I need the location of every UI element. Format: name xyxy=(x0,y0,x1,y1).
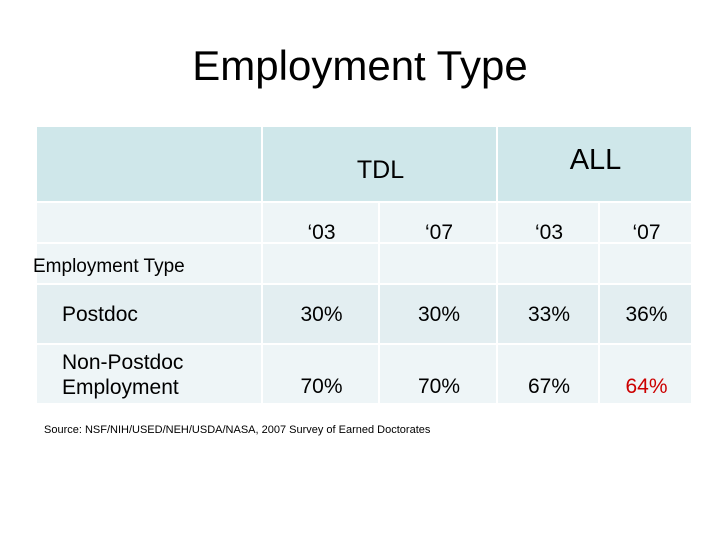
table-cell-bg xyxy=(600,203,693,244)
table-cell-bg xyxy=(498,285,600,345)
group-header: TDL xyxy=(356,155,405,184)
table-cell: 70% xyxy=(417,375,461,398)
column-header: ‘03 xyxy=(534,220,564,244)
source-note: Source: NSF/NIH/USED/NEH/USDA/NASA, 2007… xyxy=(44,424,431,436)
section-label: Employment Type xyxy=(33,256,185,277)
table-cell-bg xyxy=(498,127,693,203)
table-cell-bg xyxy=(263,285,380,345)
group-header: ALL xyxy=(569,143,622,176)
table-cell: 36% xyxy=(625,303,668,326)
table-cell-bg xyxy=(380,345,498,405)
table-cell: 33% xyxy=(527,303,571,326)
table-cell-bg xyxy=(37,127,263,203)
table-cell-bg xyxy=(600,345,693,405)
table-cell-bg xyxy=(380,285,498,345)
row-label: Postdoc xyxy=(62,303,138,327)
table-cell-bg xyxy=(37,203,263,244)
column-header: ‘07 xyxy=(632,220,661,244)
table-cell-bg xyxy=(498,203,600,244)
table-cell: 30% xyxy=(300,303,343,326)
column-header: ‘03 xyxy=(307,220,336,244)
table-cell-bg xyxy=(498,345,600,405)
slide-title: Employment Type xyxy=(192,42,528,89)
table-cell-bg xyxy=(263,244,380,285)
table-cell-bg xyxy=(380,244,498,285)
column-header: ‘07 xyxy=(424,220,454,244)
table-cell-bg xyxy=(263,127,498,203)
table-cell-bg xyxy=(600,285,693,345)
table-cell-bg xyxy=(37,244,263,285)
table-cell-bg xyxy=(37,345,263,405)
table-cell-bg xyxy=(37,285,263,345)
table-cell: 67% xyxy=(527,375,571,398)
table-cell: 64% xyxy=(625,375,668,398)
table-cell: 70% xyxy=(300,375,343,398)
table-cell-bg xyxy=(263,345,380,405)
table-cell-bg xyxy=(263,203,380,244)
table-cell: 30% xyxy=(417,303,461,326)
table-cell-bg xyxy=(600,244,693,285)
table-cell-bg xyxy=(498,244,600,285)
row-label: Non-Postdoc Employment xyxy=(62,350,184,399)
table-cell-bg xyxy=(380,203,498,244)
